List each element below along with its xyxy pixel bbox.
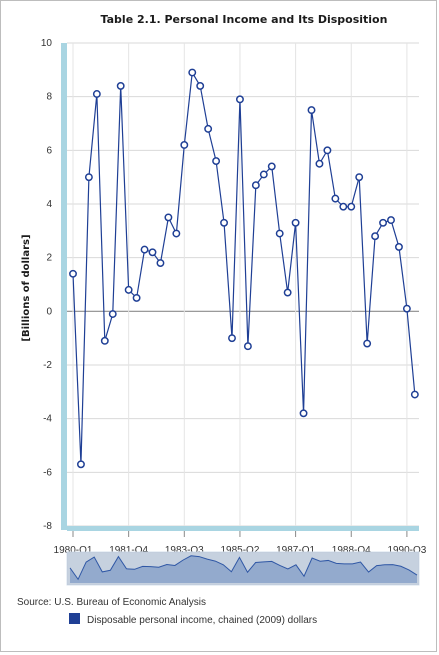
data-point[interactable] — [236, 95, 244, 104]
legend-swatch — [69, 613, 80, 624]
data-point[interactable] — [402, 304, 411, 313]
range-navigator[interactable] — [66, 551, 420, 586]
y-axis-band — [61, 43, 67, 530]
data-point[interactable] — [331, 194, 340, 203]
data-point[interactable] — [124, 285, 133, 294]
data-point[interactable] — [84, 173, 93, 182]
data-point[interactable] — [156, 259, 165, 267]
y-tick-label: 6 — [46, 145, 52, 156]
data-point[interactable] — [339, 202, 348, 211]
axes — [61, 43, 419, 537]
data-point[interactable] — [395, 242, 403, 251]
y-axis-label: [Billions of dollars] — [21, 234, 32, 341]
x-tick-label: 1985-Q2 — [220, 545, 259, 556]
legend[interactable]: Disposable personal income, chained (200… — [69, 613, 317, 626]
series-line — [72, 70, 416, 465]
data-point[interactable] — [283, 288, 292, 297]
x-tick-label: 1980-Q1 — [54, 545, 93, 556]
data-point[interactable] — [188, 68, 197, 77]
data-point[interactable] — [100, 336, 109, 345]
data-point[interactable] — [323, 146, 332, 155]
data-point[interactable] — [108, 310, 117, 318]
x-tick-label: 1987-Q1 — [276, 545, 315, 556]
data-point[interactable] — [228, 334, 236, 343]
data-point[interactable] — [259, 170, 268, 179]
data-point[interactable] — [116, 81, 125, 90]
data-point[interactable] — [371, 232, 380, 241]
data-point[interactable] — [140, 245, 149, 254]
data-point[interactable] — [387, 216, 395, 225]
data-point[interactable] — [220, 218, 229, 227]
y-tick-label: 8 — [46, 92, 52, 103]
series-layer — [72, 70, 416, 465]
data-point[interactable] — [315, 159, 324, 168]
y-tick-label: -6 — [43, 467, 52, 478]
x-tick-label: 1988-Q4 — [332, 545, 371, 556]
data-point[interactable] — [164, 213, 173, 222]
data-point[interactable] — [251, 181, 260, 190]
data-point[interactable] — [148, 248, 157, 257]
x-tick-label: 1990-Q3 — [387, 545, 426, 556]
data-point[interactable] — [363, 339, 372, 348]
data-point[interactable] — [267, 162, 276, 171]
data-point[interactable] — [379, 218, 387, 227]
legend-label[interactable]: Disposable personal income, chained (200… — [87, 615, 317, 626]
y-tick-label: 2 — [46, 253, 52, 264]
source-note: Source: U.S. Bureau of Economic Analysis — [17, 597, 206, 608]
y-tick-label: -2 — [43, 360, 52, 371]
navigator-series — [69, 555, 418, 583]
data-point[interactable] — [212, 157, 221, 166]
chart-title: Table 2.1. Personal Income and Its Dispo… — [101, 13, 388, 26]
data-point[interactable] — [77, 460, 85, 469]
gridlines — [67, 42, 419, 527]
data-point[interactable] — [410, 390, 419, 399]
x-tick-label: 1981-Q4 — [109, 545, 148, 556]
data-points[interactable] — [69, 68, 419, 469]
data-point[interactable] — [291, 218, 300, 227]
y-tick-label: -4 — [43, 414, 52, 425]
data-point[interactable] — [243, 342, 252, 351]
data-point[interactable] — [275, 229, 284, 238]
y-tick-label: 0 — [46, 306, 52, 317]
data-point[interactable] — [347, 202, 356, 211]
data-point[interactable] — [196, 81, 205, 90]
data-point[interactable] — [180, 141, 189, 149]
data-point[interactable] — [132, 293, 141, 302]
y-tick-label: -8 — [43, 521, 52, 532]
y-tick-label: 4 — [46, 199, 52, 210]
data-point[interactable] — [92, 90, 101, 98]
navigator-area — [70, 555, 417, 583]
x-tick-label: 1983-Q3 — [165, 545, 204, 556]
data-point[interactable] — [307, 106, 316, 115]
data-point[interactable] — [355, 173, 364, 182]
tick-labels: -8 -6 -4 -2 0 2 4 6 8 10 1980-Q1 1981-Q4 1983-Q3 1985… — [41, 38, 427, 556]
data-point[interactable] — [172, 229, 181, 238]
y-tick-label: 10 — [41, 38, 53, 49]
data-point[interactable] — [299, 409, 308, 418]
data-point[interactable] — [69, 269, 77, 278]
x-axis-band — [67, 526, 419, 531]
data-point[interactable] — [204, 124, 213, 133]
navigator-line — [69, 555, 418, 581]
